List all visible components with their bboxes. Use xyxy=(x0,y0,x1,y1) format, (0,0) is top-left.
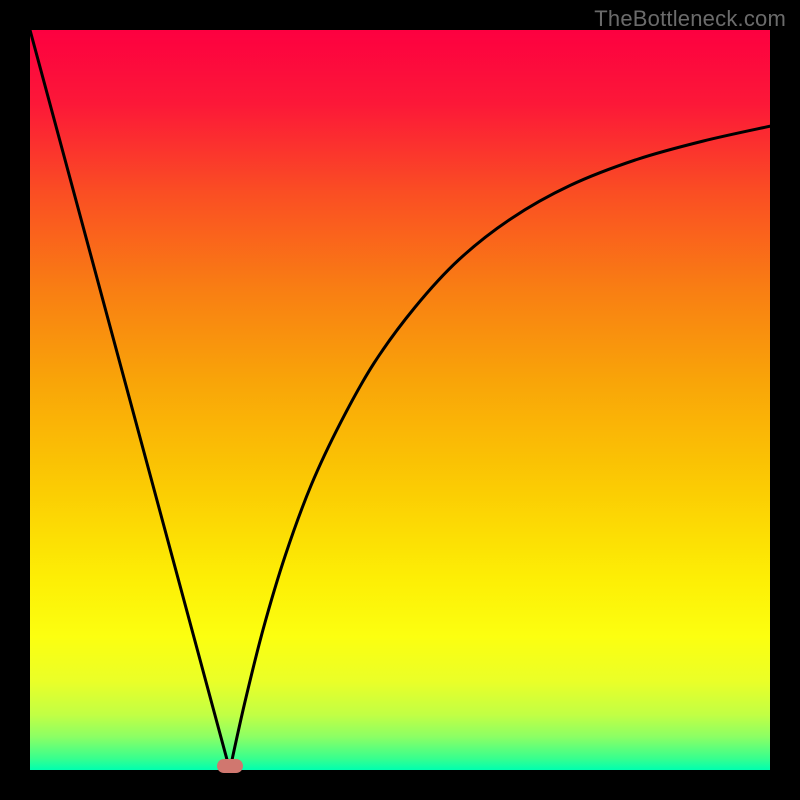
optimal-marker xyxy=(217,759,243,773)
bottleneck-curve-right xyxy=(230,126,770,770)
watermark-text: TheBottleneck.com xyxy=(594,6,786,32)
chart-frame: TheBottleneck.com xyxy=(0,0,800,800)
bottleneck-curve-left xyxy=(30,30,230,770)
curve-layer xyxy=(30,30,770,770)
plot-area xyxy=(30,30,770,770)
